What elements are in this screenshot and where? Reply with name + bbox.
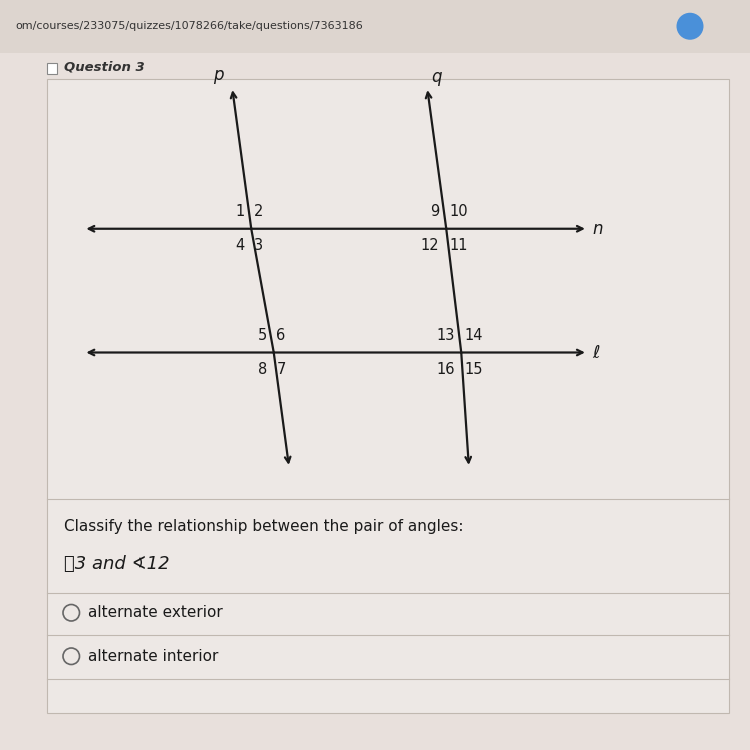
Circle shape xyxy=(676,13,703,40)
Text: 4: 4 xyxy=(236,238,244,254)
Text: om/courses/233075/quizzes/1078266/take/questions/7363186: om/courses/233075/quizzes/1078266/take/q… xyxy=(15,21,363,32)
Text: alternate exterior: alternate exterior xyxy=(88,605,224,620)
Text: 13: 13 xyxy=(436,328,454,343)
Text: 6: 6 xyxy=(277,328,286,343)
Text: 10: 10 xyxy=(449,204,467,219)
Text: 7: 7 xyxy=(277,362,286,377)
Text: 14: 14 xyxy=(464,328,482,343)
Text: Classify the relationship between the pair of angles:: Classify the relationship between the pa… xyxy=(64,519,464,534)
Bar xyxy=(46,79,729,712)
Text: 8: 8 xyxy=(258,362,267,377)
Bar xyxy=(46,63,57,74)
Bar xyxy=(0,0,750,53)
Text: n: n xyxy=(592,220,603,238)
Text: 2: 2 xyxy=(254,204,263,219)
Text: ℓ: ℓ xyxy=(592,344,600,362)
Text: 5: 5 xyxy=(258,328,267,343)
Text: 15: 15 xyxy=(464,362,482,377)
Text: alternate interior: alternate interior xyxy=(88,649,219,664)
Text: p: p xyxy=(213,66,223,84)
Text: ⌢3 and ∢12: ⌢3 and ∢12 xyxy=(64,555,170,573)
Text: 1: 1 xyxy=(236,204,244,219)
Text: 3: 3 xyxy=(254,238,263,254)
Text: 12: 12 xyxy=(421,238,440,254)
Text: q: q xyxy=(431,68,442,86)
Text: 9: 9 xyxy=(430,204,439,219)
Text: 11: 11 xyxy=(449,238,467,254)
Text: Question 3: Question 3 xyxy=(64,61,145,74)
Text: 16: 16 xyxy=(436,362,454,377)
